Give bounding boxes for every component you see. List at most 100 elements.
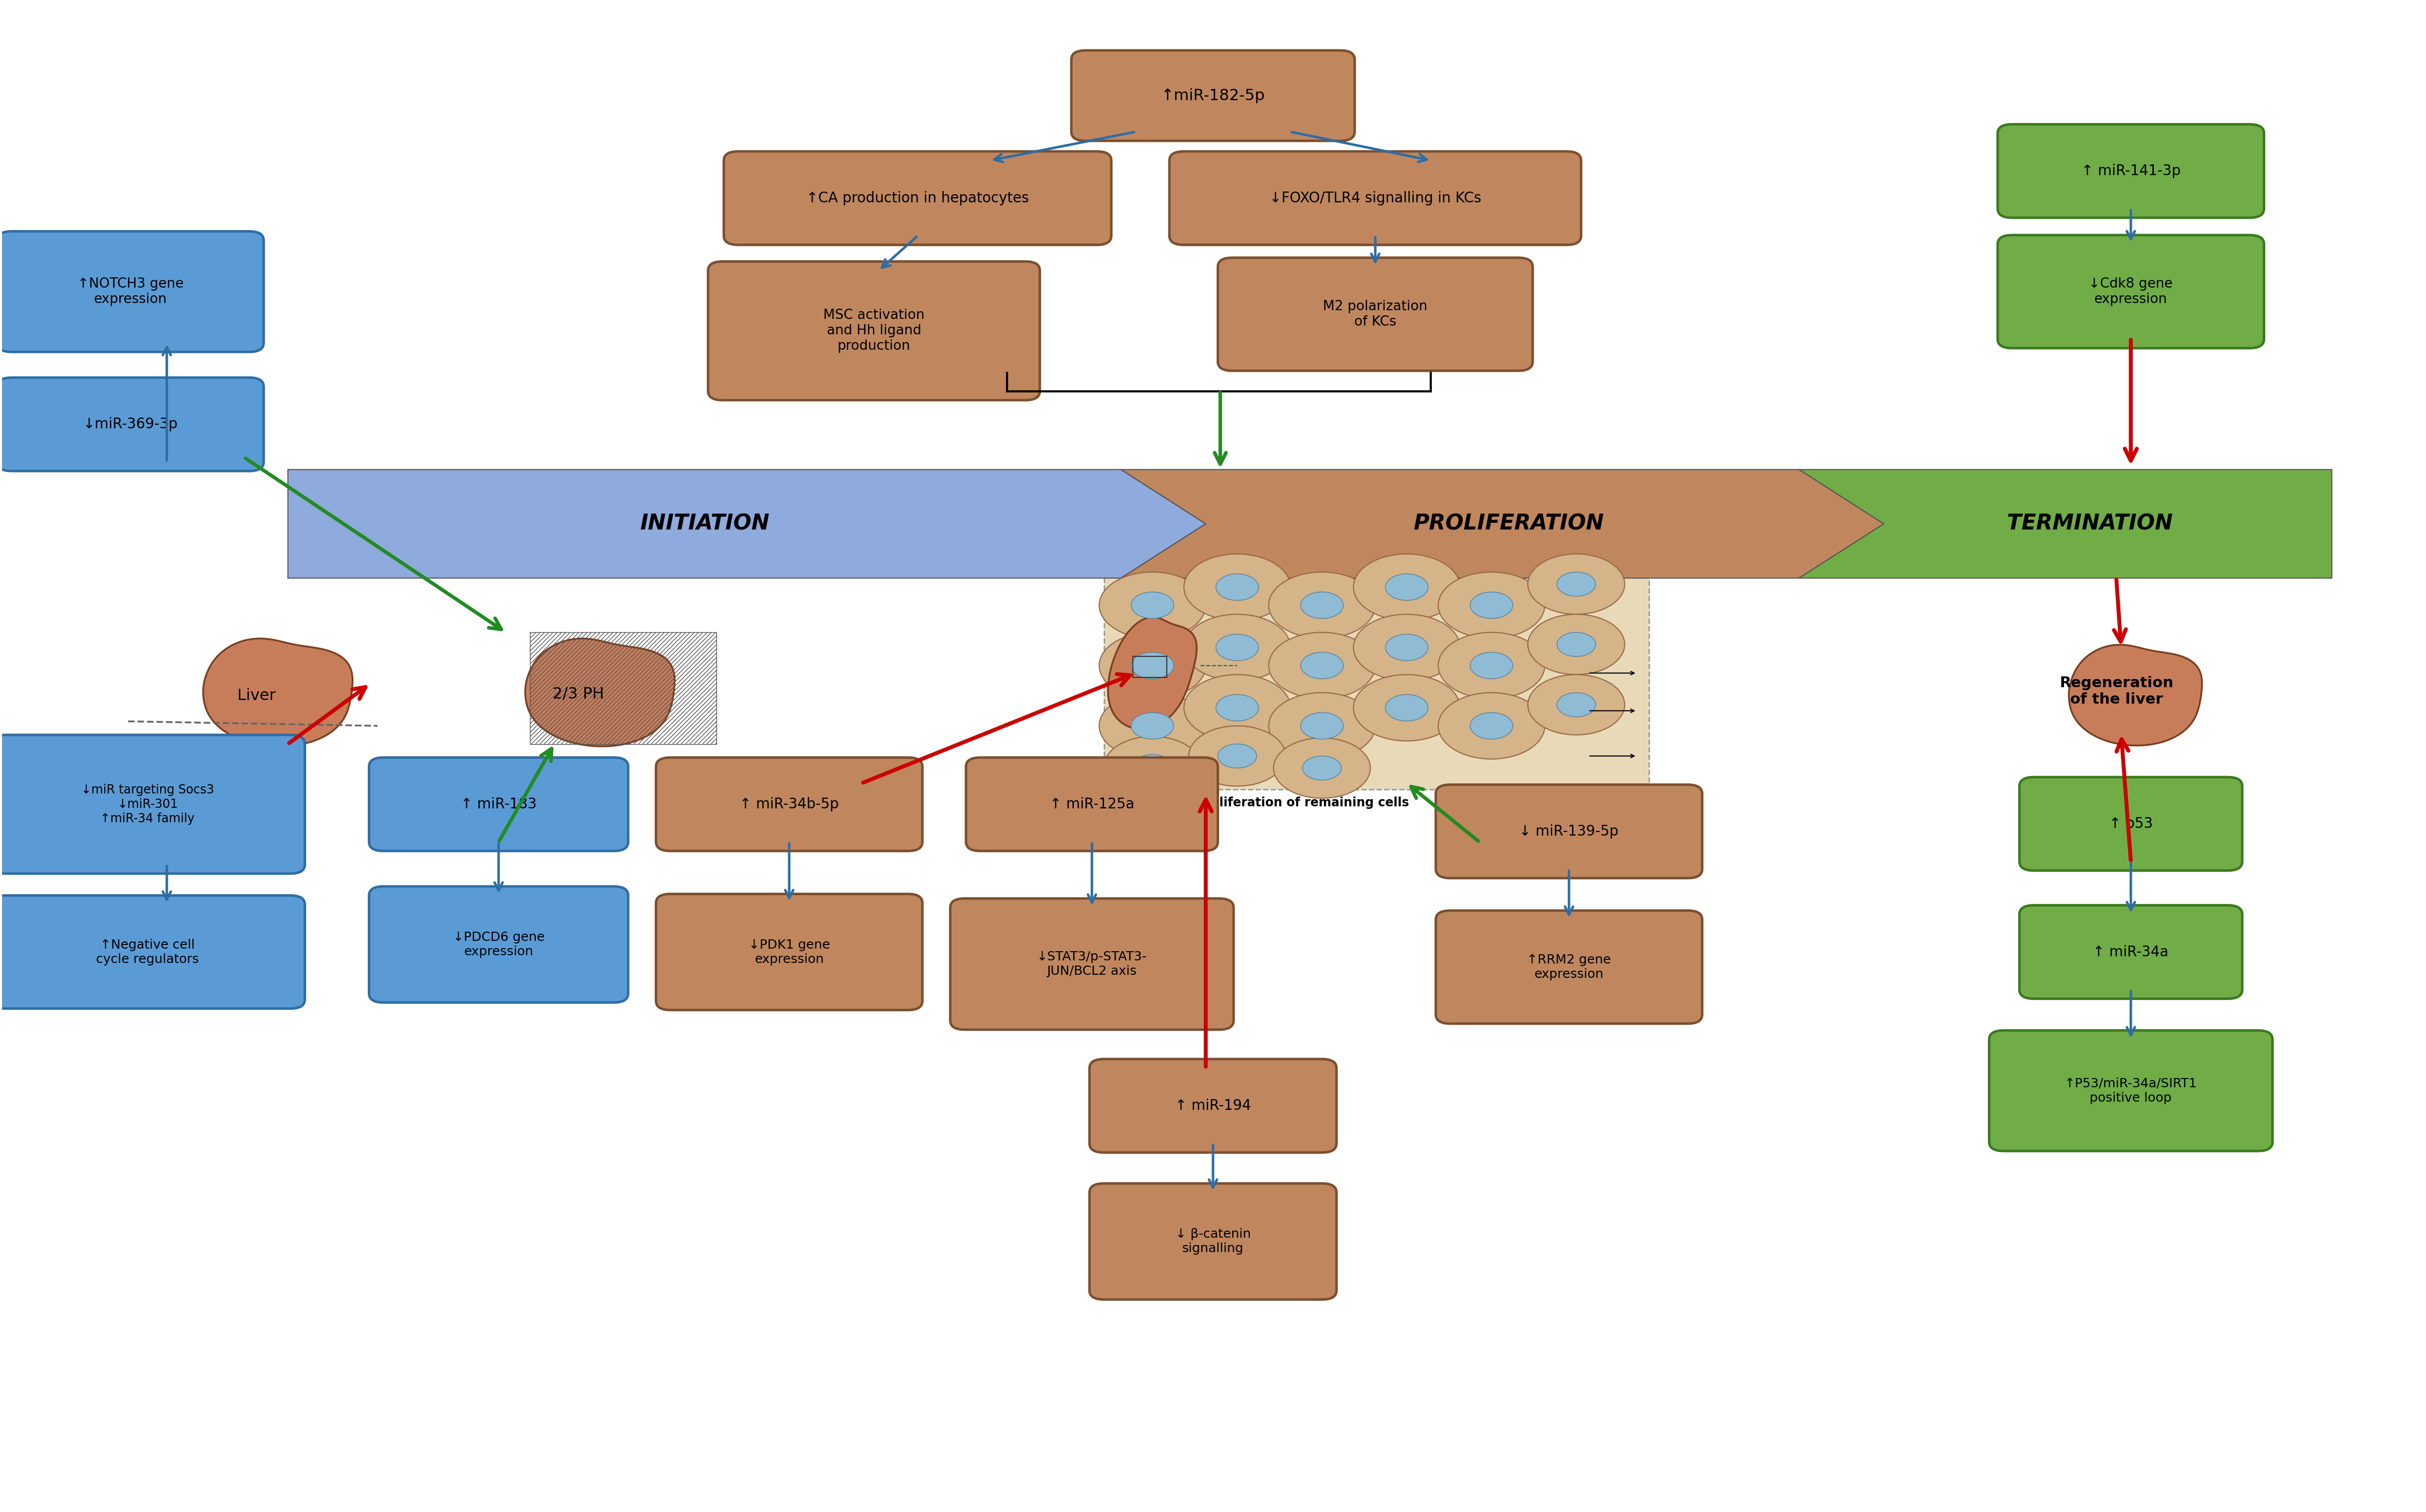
- Circle shape: [1215, 634, 1259, 661]
- Text: ↓FOXO/TLR4 signalling in KCs: ↓FOXO/TLR4 signalling in KCs: [1269, 191, 1482, 206]
- Circle shape: [1439, 572, 1545, 638]
- FancyBboxPatch shape: [2018, 777, 2242, 871]
- FancyBboxPatch shape: [708, 262, 1041, 401]
- Text: Regeneration
of the liver: Regeneration of the liver: [2060, 676, 2174, 706]
- FancyBboxPatch shape: [369, 758, 628, 851]
- Text: ↑ p53: ↑ p53: [2108, 816, 2152, 832]
- Circle shape: [1099, 572, 1206, 638]
- Circle shape: [1354, 674, 1460, 741]
- Circle shape: [1184, 553, 1291, 620]
- Text: ↓ miR-139-5p: ↓ miR-139-5p: [1519, 824, 1618, 839]
- Text: PROLIFERATION: PROLIFERATION: [1414, 513, 1604, 535]
- Circle shape: [1184, 674, 1291, 741]
- Circle shape: [1104, 736, 1201, 797]
- Text: ↓miR targeting Socs3
↓miR-301
↑miR-34 family: ↓miR targeting Socs3 ↓miR-301 ↑miR-34 fa…: [80, 783, 213, 824]
- Text: ↑Negative cell
cycle regulators: ↑Negative cell cycle regulators: [97, 939, 199, 965]
- FancyBboxPatch shape: [723, 151, 1111, 245]
- FancyBboxPatch shape: [655, 894, 922, 1010]
- Polygon shape: [1121, 470, 1885, 578]
- Text: M2 polarization
of KCs: M2 polarization of KCs: [1322, 299, 1426, 328]
- Circle shape: [1354, 614, 1460, 680]
- Text: ↑miR-182-5p: ↑miR-182-5p: [1162, 88, 1264, 103]
- Text: ↑ miR-194: ↑ miR-194: [1174, 1099, 1252, 1113]
- FancyBboxPatch shape: [1218, 257, 1533, 370]
- Circle shape: [1300, 712, 1344, 739]
- FancyBboxPatch shape: [1169, 151, 1582, 245]
- Circle shape: [1557, 692, 1596, 717]
- Circle shape: [1269, 632, 1376, 699]
- Text: MSC activation
and Hh ligand
production: MSC activation and Hh ligand production: [822, 308, 924, 352]
- Circle shape: [1099, 632, 1206, 699]
- Text: ↓miR-369-3p: ↓miR-369-3p: [82, 417, 177, 431]
- Text: ↑ miR-125a: ↑ miR-125a: [1050, 797, 1135, 812]
- Circle shape: [1385, 634, 1429, 661]
- FancyBboxPatch shape: [1072, 50, 1354, 141]
- Polygon shape: [526, 638, 674, 747]
- Circle shape: [1439, 632, 1545, 699]
- Circle shape: [1300, 593, 1344, 618]
- Circle shape: [1269, 572, 1376, 638]
- Text: ↑RRM2 gene
expression: ↑RRM2 gene expression: [1526, 954, 1611, 980]
- Circle shape: [1133, 754, 1172, 779]
- Text: 2/3 PH: 2/3 PH: [553, 686, 604, 702]
- FancyBboxPatch shape: [1089, 1184, 1337, 1299]
- FancyBboxPatch shape: [1989, 1030, 2273, 1151]
- Text: ↓ β-catenin
signalling: ↓ β-catenin signalling: [1174, 1228, 1252, 1255]
- Circle shape: [1470, 593, 1514, 618]
- Polygon shape: [204, 638, 352, 747]
- Circle shape: [1385, 575, 1429, 600]
- FancyBboxPatch shape: [1436, 910, 1703, 1024]
- Text: ↓Cdk8 gene
expression: ↓Cdk8 gene expression: [2089, 277, 2174, 305]
- Text: ↑NOTCH3 gene
expression: ↑NOTCH3 gene expression: [78, 277, 184, 305]
- FancyBboxPatch shape: [951, 898, 1232, 1030]
- Circle shape: [1557, 572, 1596, 596]
- Circle shape: [1439, 692, 1545, 759]
- FancyBboxPatch shape: [0, 378, 264, 472]
- Circle shape: [1131, 593, 1174, 618]
- Circle shape: [1354, 553, 1460, 620]
- Circle shape: [1189, 726, 1286, 786]
- Text: ↓PDK1 gene
expression: ↓PDK1 gene expression: [750, 939, 830, 965]
- FancyBboxPatch shape: [1436, 785, 1703, 878]
- Text: Liver: Liver: [238, 688, 277, 703]
- Text: ↑ miR-141-3p: ↑ miR-141-3p: [2082, 163, 2181, 178]
- FancyBboxPatch shape: [0, 895, 306, 1009]
- Circle shape: [1131, 652, 1174, 679]
- Polygon shape: [1109, 617, 1196, 729]
- Circle shape: [1470, 652, 1514, 679]
- FancyBboxPatch shape: [0, 231, 264, 352]
- FancyBboxPatch shape: [2018, 906, 2242, 999]
- Polygon shape: [289, 470, 1206, 578]
- Text: TERMINATION: TERMINATION: [2006, 513, 2174, 535]
- Text: ↑ miR-34b-5p: ↑ miR-34b-5p: [740, 797, 839, 812]
- FancyBboxPatch shape: [1089, 1058, 1337, 1152]
- Circle shape: [1131, 712, 1174, 739]
- Text: ↓PDCD6 gene
expression: ↓PDCD6 gene expression: [454, 931, 543, 957]
- Text: ↓STAT3/p-STAT3-
JUN/BCL2 axis: ↓STAT3/p-STAT3- JUN/BCL2 axis: [1036, 951, 1147, 977]
- FancyBboxPatch shape: [0, 735, 306, 874]
- Circle shape: [1099, 692, 1206, 759]
- Text: ↑P53/miR-34a/SIRT1
positive loop: ↑P53/miR-34a/SIRT1 positive loop: [2065, 1078, 2198, 1104]
- FancyBboxPatch shape: [966, 758, 1218, 851]
- FancyBboxPatch shape: [369, 886, 628, 1002]
- Text: ↑CA production in hepatocytes: ↑CA production in hepatocytes: [805, 191, 1029, 206]
- Circle shape: [1269, 692, 1376, 759]
- Circle shape: [1528, 674, 1625, 735]
- Circle shape: [1300, 652, 1344, 679]
- Polygon shape: [1800, 470, 2331, 578]
- Circle shape: [1274, 738, 1371, 798]
- Circle shape: [1528, 553, 1625, 614]
- Circle shape: [1303, 756, 1342, 780]
- Circle shape: [1470, 712, 1514, 739]
- Circle shape: [1215, 575, 1259, 600]
- Polygon shape: [2069, 644, 2203, 745]
- Text: INITIATION: INITIATION: [640, 513, 769, 535]
- FancyBboxPatch shape: [655, 758, 922, 851]
- FancyBboxPatch shape: [1997, 124, 2263, 218]
- Text: ↑ miR-183: ↑ miR-183: [461, 797, 536, 812]
- Circle shape: [1557, 632, 1596, 656]
- Circle shape: [1184, 614, 1291, 680]
- Text: Proliferation of remaining cells: Proliferation of remaining cells: [1196, 797, 1410, 809]
- Text: ↑ miR-34a: ↑ miR-34a: [2094, 945, 2169, 959]
- Circle shape: [1215, 694, 1259, 721]
